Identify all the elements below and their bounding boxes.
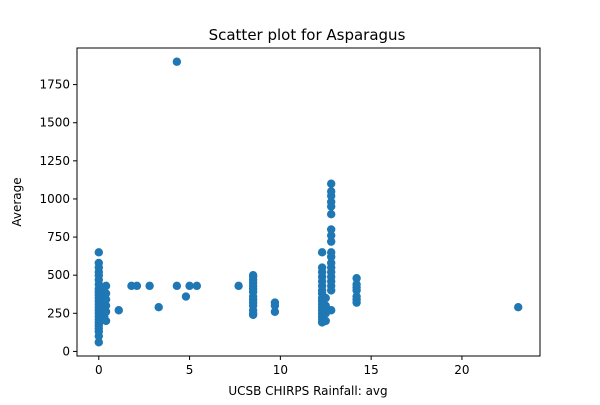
scatter-point	[192, 281, 202, 291]
y-tick-label: 500	[47, 268, 70, 282]
scatter-point	[326, 231, 336, 240]
y-tick-label: 1000	[39, 192, 70, 206]
scatter-point	[101, 316, 111, 326]
x-tick-label: 5	[186, 363, 194, 377]
scatter-point	[132, 281, 142, 291]
scatter-point	[181, 292, 191, 301]
y-tick-label: 0	[62, 344, 70, 358]
scatter-point	[154, 303, 163, 312]
scatter-point	[326, 187, 336, 196]
scatter-point	[352, 280, 361, 289]
scatter-point	[326, 237, 336, 246]
axes-frame	[76, 47, 541, 357]
y-tick-label: 1750	[39, 78, 70, 92]
y-tick-label: 1500	[39, 116, 70, 130]
scatter-point	[145, 281, 154, 291]
x-tick-label: 20	[454, 363, 469, 377]
x-axis-label: UCSB CHIRPS Rainfall: avg	[228, 384, 387, 398]
y-tick-label: 750	[47, 230, 70, 244]
plot-area: 0 5 10 15 20 0 250 500 750 1000 1250 1500 1750	[39, 57, 523, 377]
scatter-point	[326, 209, 336, 219]
y-tick-label: 250	[47, 306, 70, 320]
scatter-point	[101, 307, 111, 316]
scatter-point	[101, 295, 111, 304]
scatter-point	[172, 281, 182, 291]
scatter-point	[94, 338, 103, 347]
scatter-point	[234, 281, 243, 291]
y-tick-label: 1250	[39, 154, 70, 168]
scatter-point	[326, 306, 336, 315]
scatter-point	[352, 292, 361, 301]
scatter-point	[248, 270, 258, 280]
scatter-point	[270, 307, 280, 316]
scatter-point	[326, 179, 336, 188]
x-tick-label: 0	[95, 363, 103, 377]
scatter-point	[94, 248, 103, 257]
x-tick-label: 10	[273, 363, 288, 377]
scatter-point	[321, 316, 330, 326]
scatter-point	[270, 298, 280, 307]
scatter-point	[317, 263, 327, 272]
scatter-point	[326, 225, 336, 234]
scatter-point	[317, 248, 327, 257]
scatter-point	[101, 281, 111, 291]
x-tick-label: 15	[364, 363, 379, 377]
scatter-point	[101, 301, 111, 310]
scatter-point	[94, 258, 103, 268]
scatter-point	[321, 293, 330, 303]
scatter-point	[185, 281, 194, 291]
chart-title: Scatter plot for Asparagus	[209, 26, 406, 44]
scatter-point	[326, 197, 336, 207]
scatter-point	[352, 274, 361, 283]
scatter-point	[326, 258, 336, 268]
scatter-point	[326, 248, 336, 257]
scatter-point	[514, 303, 523, 312]
scatter-point	[101, 289, 111, 298]
scatter-point	[172, 57, 182, 66]
scatter-point	[114, 306, 123, 315]
y-axis-label: Average	[10, 177, 24, 226]
